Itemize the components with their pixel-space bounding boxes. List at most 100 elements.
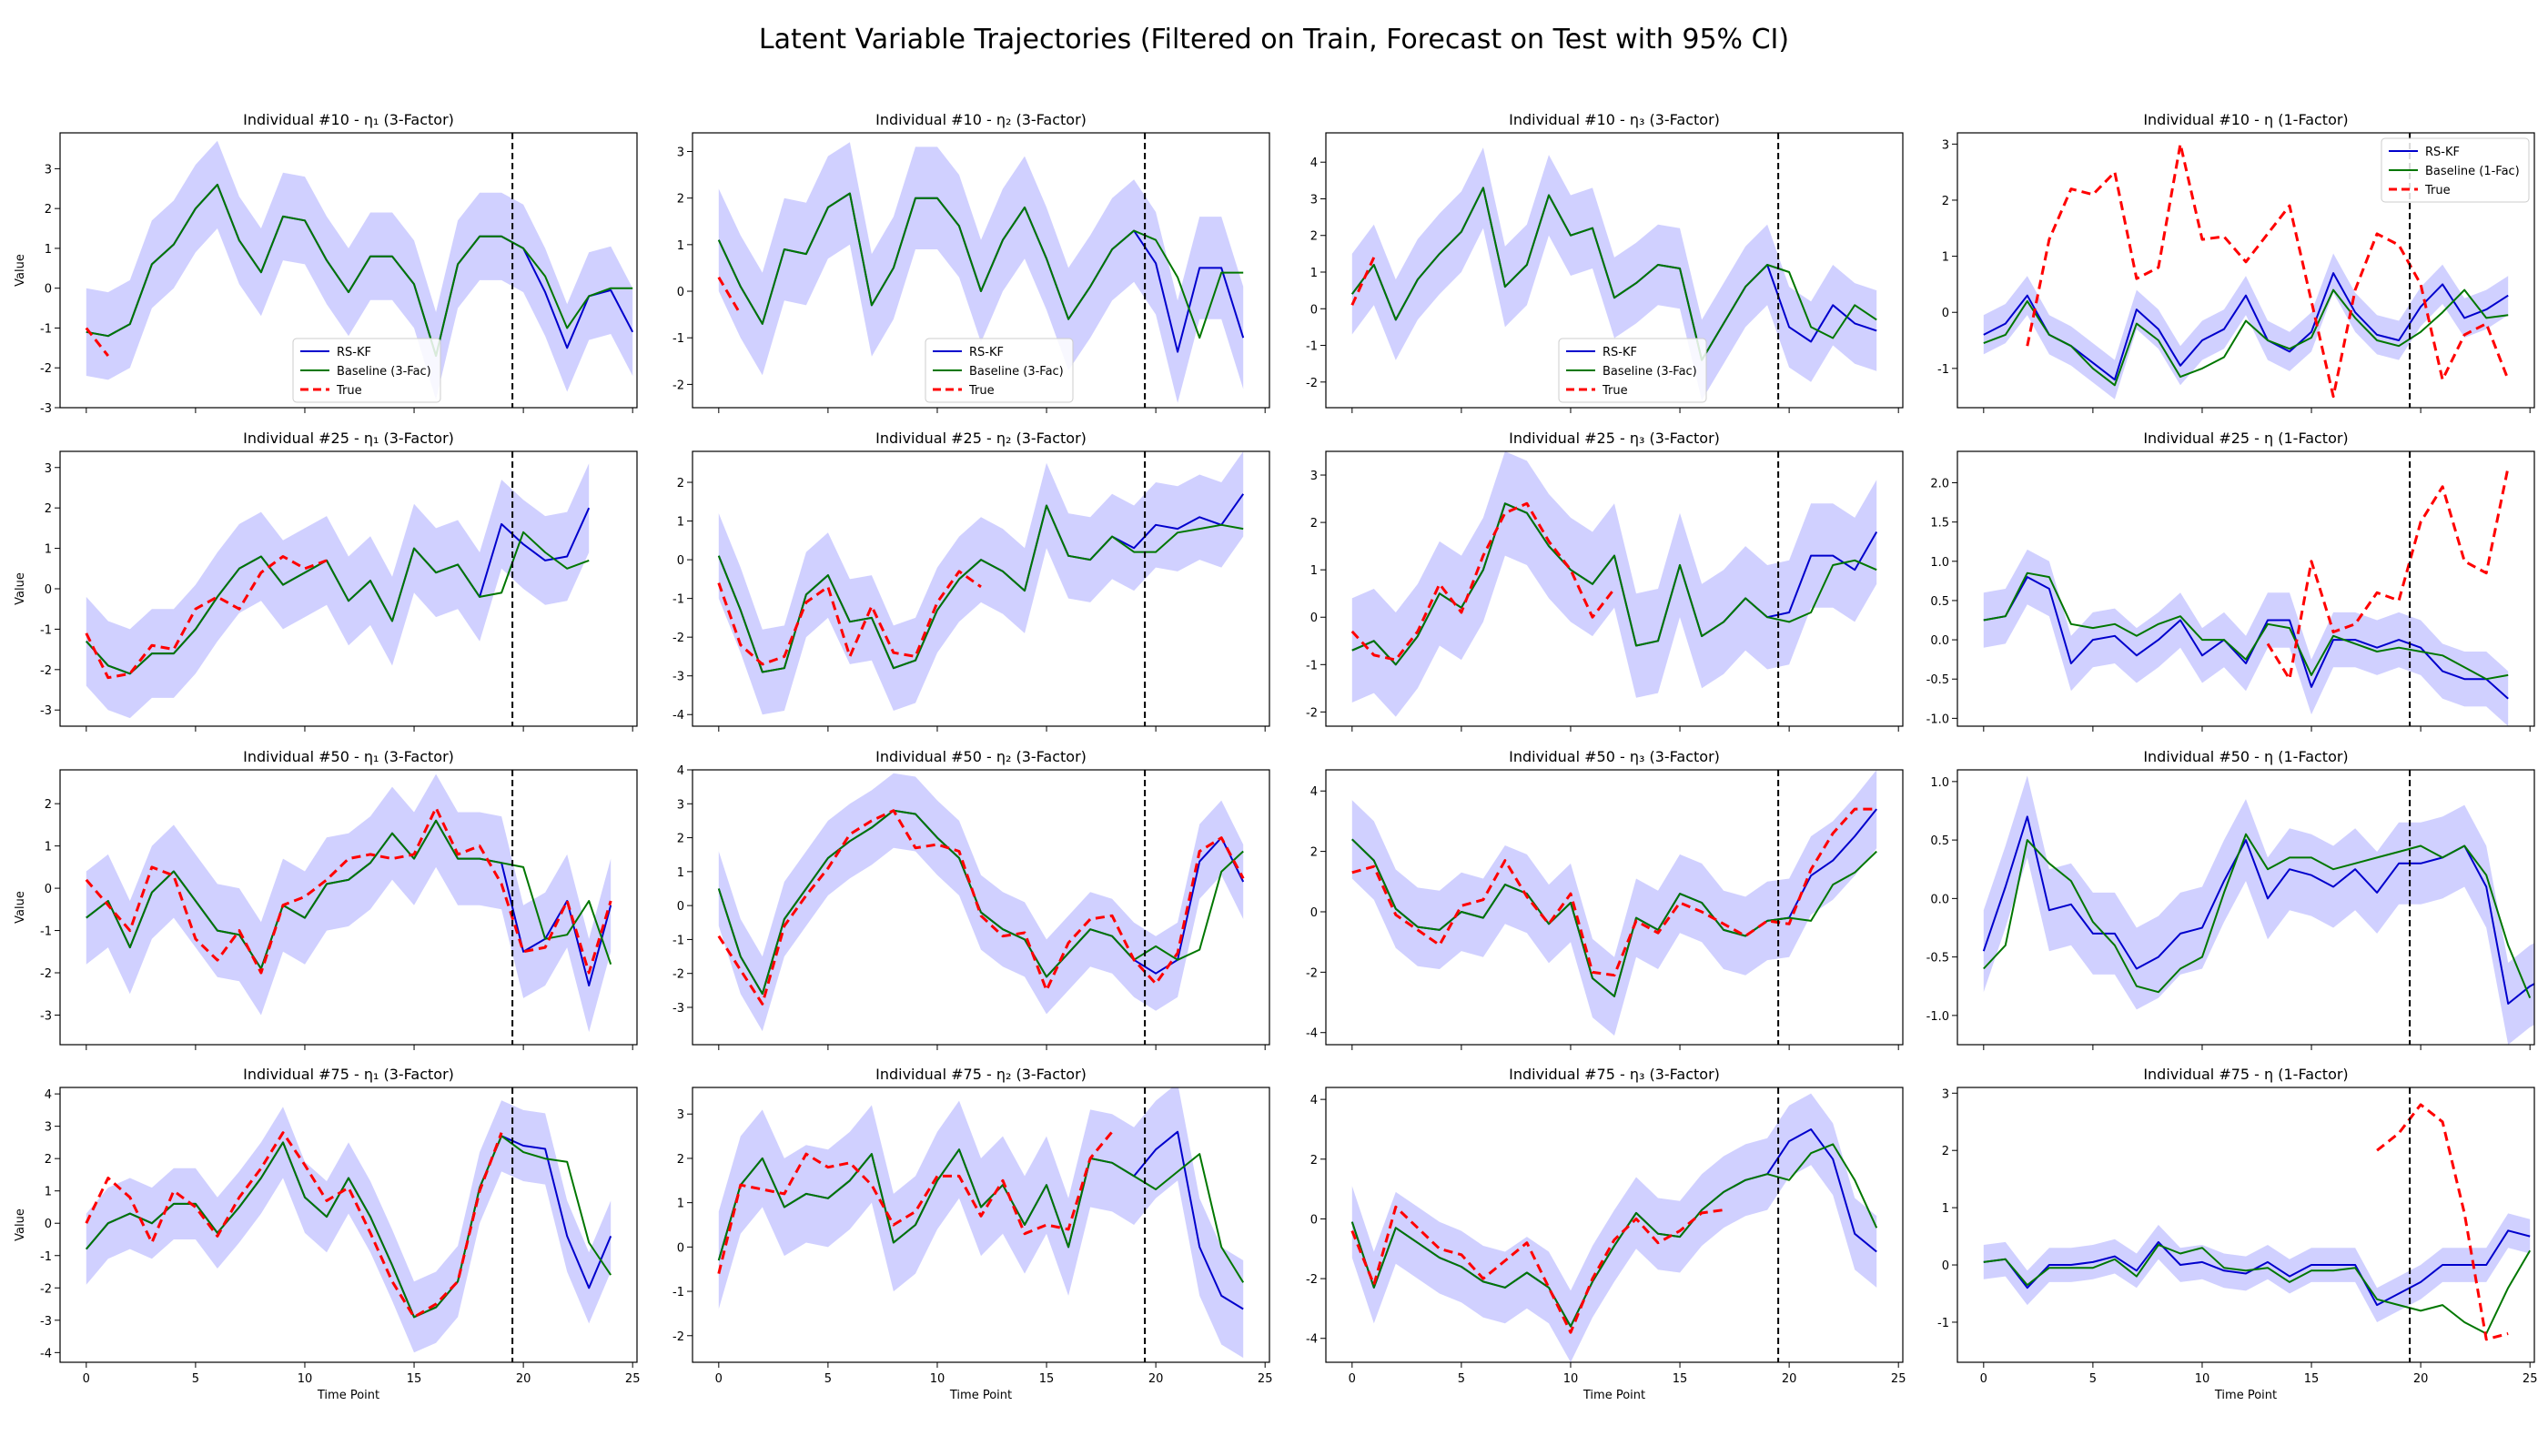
x-tick-label: 15 [407,1372,422,1386]
legend-label: True [1602,384,1628,398]
baseline-line [1983,1244,2532,1335]
true-line [717,1130,1114,1274]
y-tick-label: -2 [1306,706,1318,720]
y-tick-label: -2 [40,967,52,981]
y-tick-label: -0.5 [1926,673,1949,687]
true-line [717,809,1245,1006]
y-tick-label: 1.0 [1930,556,1949,570]
subplot-4-4: 0 5 10 15 20 25 -1 0 1 2 3 Individual #75 - η (1-Fa… [1937,1066,2537,1402]
legend-label: RS-KF [337,346,371,359]
y-tick-label: -0.5 [1926,952,1949,966]
y-tick-label: 4 [1310,1094,1318,1107]
plot-area [717,451,1245,715]
y-axis-label: Value [14,572,27,605]
y-tick-label: 1 [677,239,684,253]
plot-area [1983,142,2510,399]
legend: RS-KF Baseline (3-Fac) True [925,338,1074,403]
axes-frame [692,769,1270,1046]
y-tick-label: 4 [677,764,684,778]
y-tick-label: -4 [1306,1333,1318,1347]
subplot-title: Individual #50 - η₃ (3-Factor) [1509,748,1720,765]
baseline-line [1983,288,2509,387]
plot-area [1982,775,2534,1045]
y-tick-label: 0 [45,583,52,597]
ci-band [1351,1093,1877,1362]
true-line [717,276,743,316]
y-tick-label: 2 [1942,1145,1949,1158]
axes-frame [1956,1087,2535,1363]
legend-box [292,338,441,403]
x-axis-label: Time Point [2214,1389,2277,1402]
x-tick-label: 5 [2089,1372,2097,1386]
subplot-title: Individual #75 - η₂ (3-Factor) [875,1066,1087,1083]
baseline-line [717,192,1244,339]
y-tick-label: -3 [40,402,52,416]
legend-label: True [336,384,362,398]
subplot-2-2: -4 -3 -2 -1 0 1 2 Individual #25 - η₂ (3-Factor… [672,430,1270,732]
y-tick-label: 0 [45,883,52,896]
x-axis-label: Time Point [1582,1389,1645,1402]
subplot-title: Individual #75 - η (1-Factor) [2143,1066,2348,1083]
ci-band [718,1087,1244,1359]
y-tick-label: 3 [1942,138,1949,152]
y-tick-label: 0.0 [1930,893,1949,906]
subplot-3-3: -4 -2 0 2 4 Individual #50 - η₃ (3-Factor) [1306,748,1904,1050]
y-tick-label: -2 [1306,966,1318,980]
y-tick-label: 3 [677,1108,684,1122]
ci-band [1983,549,2509,726]
subplot-2-3: -2 -1 0 1 2 3 Individual #25 - η₃ (3-Factor) [1306,430,1904,732]
legend: RS-KF Baseline (3-Fac) True [1558,338,1707,403]
axes-frame [1325,450,1904,727]
y-tick-label: -3 [40,1315,52,1329]
x-tick-label: 10 [1563,1372,1579,1386]
subplot-3-2: -3 -2 -1 0 1 2 3 4 Individual #50 - η₂ (3-Factor… [672,748,1270,1050]
y-tick-label: 3 [1942,1087,1949,1101]
y-axis-label: Value [14,891,27,924]
true-line [1350,1205,1724,1334]
baseline-line [717,1148,1245,1283]
baseline-line [86,531,590,675]
y-tick-label: -4 [1306,1027,1318,1041]
subplot-2-1: -3 -2 -1 0 1 2 3 Individual #25 - η₁ (3-Factor)… [14,430,638,732]
subplot-1-2: -2 -1 0 1 2 3 Individual #10 - η₂ (3-Factor) RS… [672,111,1270,413]
x-tick-label: 25 [625,1372,641,1386]
baseline-line [86,819,612,970]
legend-label: Baseline (1-Fac) [2425,165,2520,178]
axes-frame [59,132,638,409]
y-tick-label: 2 [677,833,684,846]
y-tick-label: -3 [40,704,52,718]
axes-frame [692,450,1270,727]
y-tick-label: -3 [672,671,684,684]
baseline-line [717,504,1244,673]
x-tick-label: 15 [1673,1372,1688,1386]
x-tick-label: 0 [1349,1372,1356,1386]
y-tick-label: -1 [40,925,52,939]
legend-box [925,338,1074,403]
y-tick-label: -1 [1937,1317,1949,1330]
y-tick-label: 1 [1310,564,1318,578]
y-tick-label: 1 [677,516,684,530]
subplot-3-4: -1.0 -0.5 0.0 0.5 1.0 Individual #50 - η (1-F… [1926,748,2535,1050]
rskf-line [1983,1229,2531,1307]
y-tick-label: 4 [1310,785,1318,799]
x-tick-label: 15 [1039,1372,1055,1386]
axes-frame [692,1087,1270,1363]
y-axis-label: Value [14,1208,27,1241]
ci-band [86,774,612,1033]
y-tick-label: 3 [1310,470,1318,483]
x-tick-label: 25 [1891,1372,1906,1386]
plot-area [717,142,1245,403]
legend-label: Baseline (3-Fac) [969,365,1064,379]
y-tick-label: 1 [1942,1202,1949,1216]
legend-label: Baseline (3-Fac) [337,365,431,379]
y-tick-label: 2 [45,502,52,516]
y-tick-label: 2 [45,1153,52,1167]
x-tick-label: 5 [1458,1372,1465,1386]
axes-frame [1325,132,1904,409]
subplot-title: Individual #75 - η₃ (3-Factor) [1509,1066,1720,1083]
y-axis-label: Value [14,254,27,287]
axes-frame [59,769,638,1046]
y-tick-label: -2 [672,1330,684,1344]
plot-area [1983,1103,2532,1341]
